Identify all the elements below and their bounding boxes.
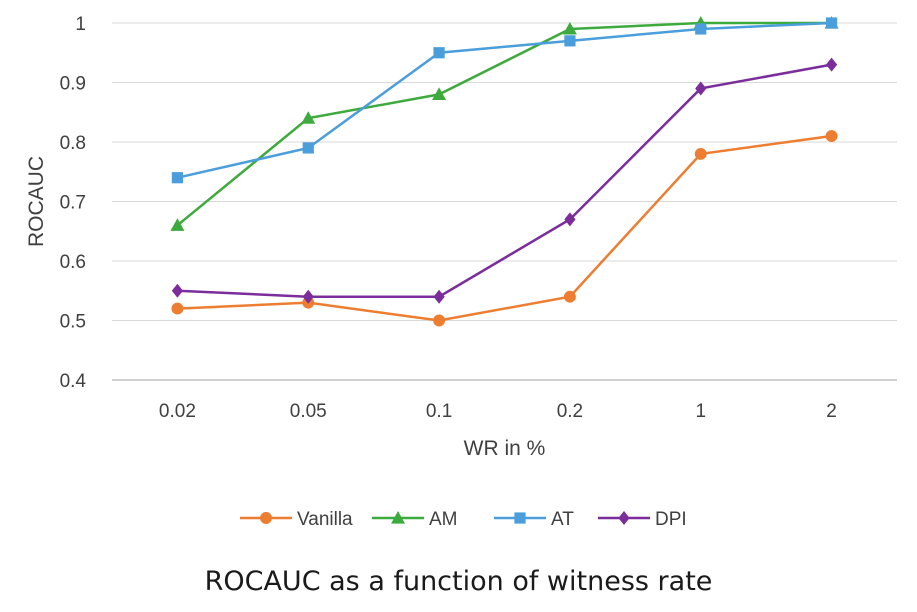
series-group <box>170 16 839 327</box>
data-point <box>432 87 447 100</box>
data-point <box>694 147 707 160</box>
data-point <box>433 47 445 59</box>
series-dpi <box>171 57 838 304</box>
legend-label: DPI <box>655 509 687 530</box>
series-line <box>177 21 832 179</box>
legend-marker <box>514 512 526 524</box>
series-at <box>171 17 838 184</box>
data-point <box>564 212 576 227</box>
data-point <box>171 172 184 184</box>
data-point <box>433 289 445 304</box>
legend-marker <box>391 511 405 524</box>
legend-label: Vanilla <box>297 509 353 530</box>
legend-item: AM <box>372 509 458 530</box>
line-chart: 0.4 0.5 0.6 0.7 0.8 0.9 1 0.02 0.05 0.1 0.2 1 2 ROC… <box>25 14 897 530</box>
legend-label: AM <box>429 509 458 530</box>
legend-marker <box>618 511 630 525</box>
series-vanilla <box>171 130 838 327</box>
data-point <box>170 218 185 231</box>
data-point <box>825 130 838 142</box>
data-point <box>171 302 184 315</box>
legend-label: AT <box>551 509 574 530</box>
x-axis-label: WR in % <box>464 437 546 460</box>
series-line <box>177 63 832 298</box>
series-am <box>170 16 839 231</box>
x-tick-label: 1 <box>695 401 706 422</box>
y-tick-label: 0.8 <box>60 133 86 154</box>
figure-caption: ROCAUC as a function of witness rate <box>204 566 713 597</box>
y-tick-label: 1 <box>75 14 86 35</box>
x-tick-label: 2 <box>826 401 837 422</box>
data-point <box>695 81 707 96</box>
data-point <box>302 142 314 154</box>
data-point <box>695 23 707 35</box>
series-line <box>177 134 832 322</box>
y-tick-label: 0.4 <box>60 371 87 392</box>
x-tick-label: 0.1 <box>426 401 452 422</box>
x-tick-label: 0.2 <box>557 401 583 422</box>
data-point <box>825 57 838 72</box>
gridlines <box>112 22 897 321</box>
legend-item: DPI <box>598 509 687 530</box>
y-tick-label: 0.5 <box>60 312 86 333</box>
x-tick-label: 0.02 <box>159 401 196 422</box>
legend-item: AT <box>494 509 574 530</box>
legend-marker <box>260 512 272 524</box>
data-point <box>563 290 576 303</box>
x-tick-label: 0.05 <box>290 401 327 422</box>
y-tick-label: 0.6 <box>60 252 86 273</box>
x-axis-ticks: 0.02 0.05 0.1 0.2 1 2 <box>159 401 837 422</box>
data-point <box>564 35 576 47</box>
y-tick-label: 0.9 <box>60 74 86 95</box>
data-point <box>171 283 184 298</box>
data-point <box>433 314 446 327</box>
data-point <box>301 111 316 124</box>
legend: Vanilla AM AT DPI <box>240 509 687 530</box>
y-tick-label: 0.7 <box>60 193 86 214</box>
series-line <box>176 21 832 227</box>
y-axis-label: ROCAUC <box>25 156 48 247</box>
data-point <box>562 21 577 35</box>
data-point <box>302 289 314 304</box>
y-axis-ticks: 0.4 0.5 0.6 0.7 0.8 0.9 1 <box>60 14 87 392</box>
data-point <box>825 17 838 29</box>
legend-item: Vanilla <box>240 509 353 530</box>
